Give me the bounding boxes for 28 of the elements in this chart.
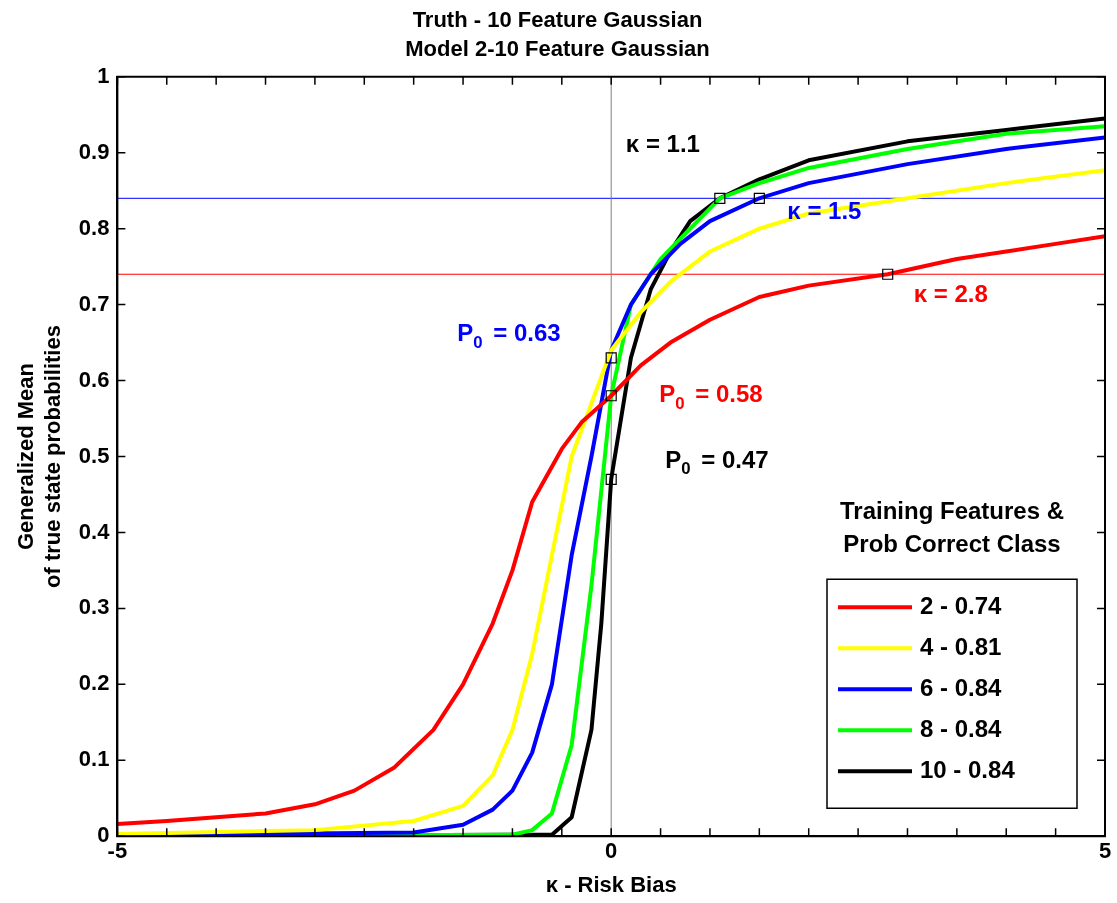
x-axis-title: κ - Risk Bias [545, 871, 677, 897]
point [605, 473, 617, 485]
chart-title: Truth - 10 Feature Gaussian [412, 7, 703, 33]
y-tick-label: 0.3 [78, 594, 110, 620]
y-tick-label: 0.9 [78, 138, 110, 164]
x-tick-label: 5 [1098, 838, 1112, 864]
x-tick-label: 0 [605, 838, 618, 864]
annotation: κ = 2.8 [913, 279, 988, 307]
y-tick-label: 0.8 [78, 214, 110, 240]
y-axis-title: Generalized Mean of true state probabilities [13, 325, 65, 588]
point [714, 192, 726, 204]
y-tick-label: 1 [97, 62, 110, 88]
legend-label: 2 - 0.74 [920, 591, 1003, 619]
legend-label: 8 - 0.84 [920, 714, 1003, 742]
y-tick-label: 0.4 [78, 518, 111, 544]
legend-label: 6 - 0.84 [920, 673, 1003, 701]
y-tick-label: 0 [97, 822, 110, 848]
y-tick-label: 0.1 [78, 746, 110, 772]
chart-subtitle: Model 2-10 Feature Gaussian [405, 35, 710, 61]
y-tick-label: 0.2 [78, 670, 110, 696]
y-tick-label: 0.5 [78, 442, 110, 468]
annotation: κ = 1.1 [625, 129, 700, 157]
legend-title: Training Features & Prob Correct Class [839, 496, 1065, 557]
legend-label: 4 - 0.81 [920, 632, 1002, 660]
x-tick-label: -5 [107, 838, 128, 864]
legend-label: 10 - 0.84 [920, 755, 1016, 783]
y-tick-label: 0.7 [78, 290, 110, 316]
y-tick-label: 0.6 [78, 366, 110, 392]
